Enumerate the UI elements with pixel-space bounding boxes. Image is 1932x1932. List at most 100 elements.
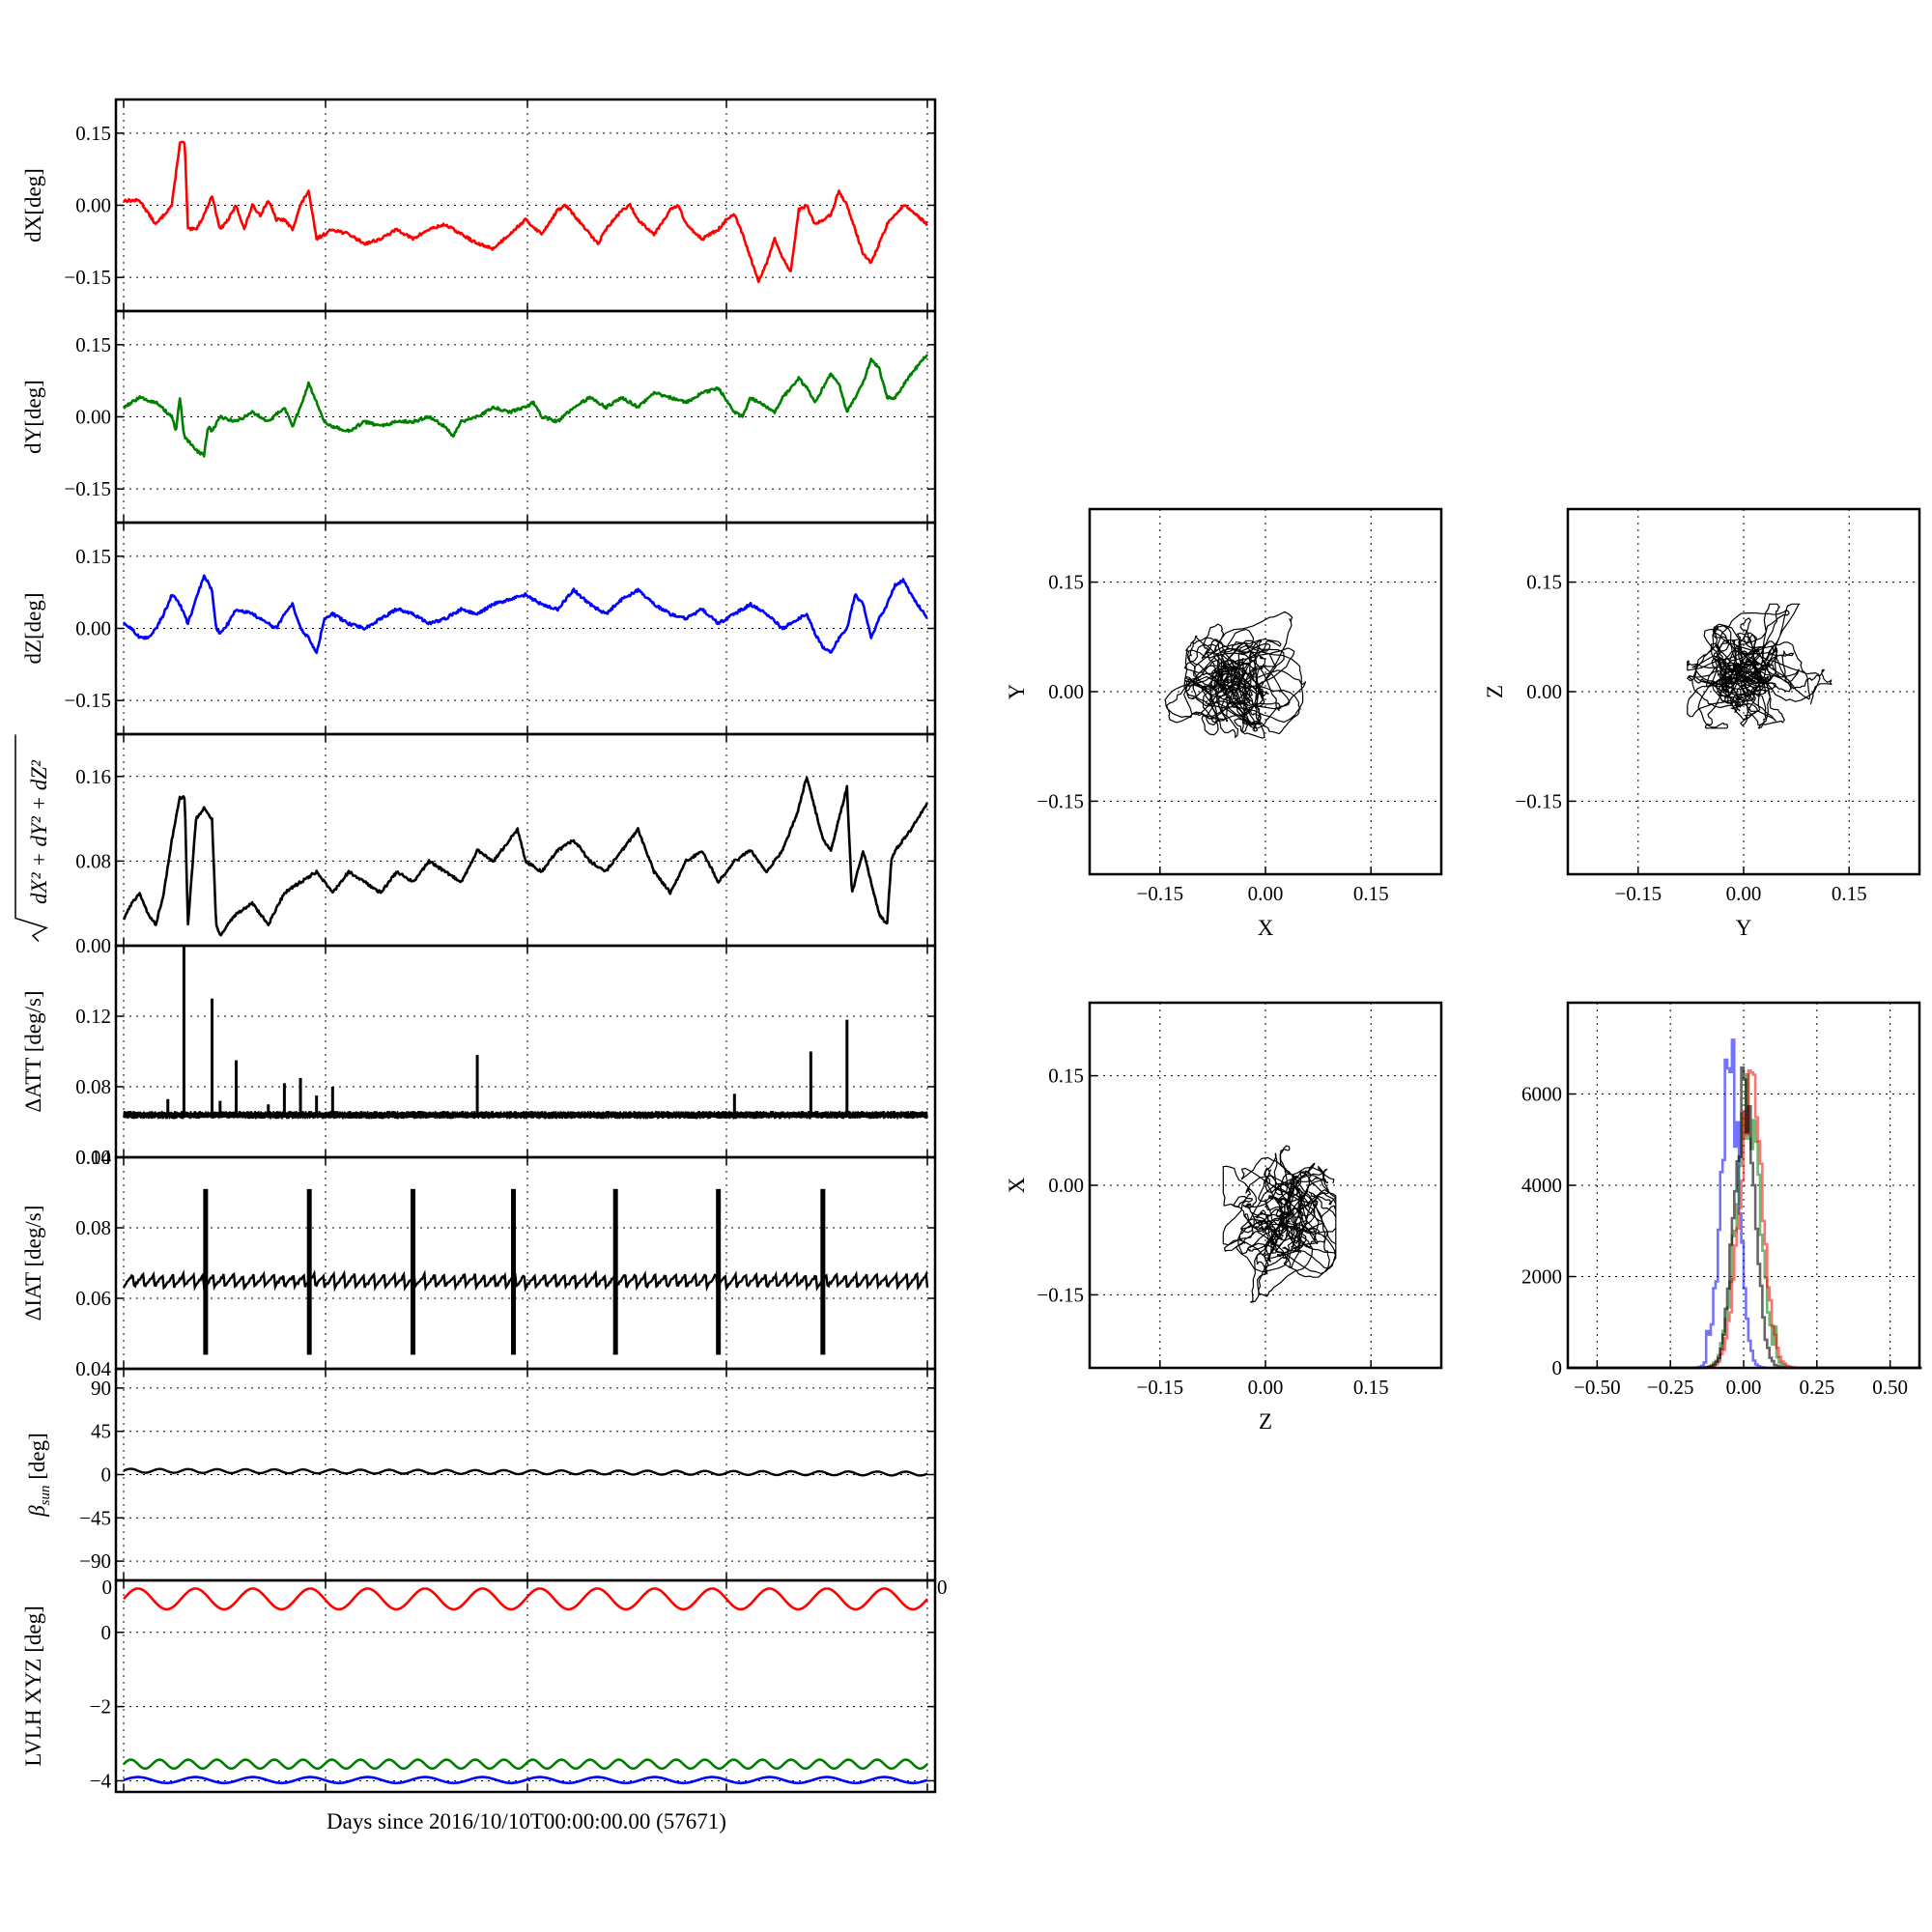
ylabel-dr: dX² + dY² + dZ² <box>14 734 51 943</box>
grid-dy <box>116 311 935 523</box>
ytick-label-dx-2: −0.15 <box>64 266 111 289</box>
ytick-label-hist-1: 2000 <box>1521 1265 1562 1289</box>
ylabel-zx: X <box>1005 1177 1029 1193</box>
lvlh-xtick-right: 0 <box>937 1576 948 1599</box>
xtick-label-hist-2: 0.00 <box>1726 1376 1762 1399</box>
frame-yz <box>1566 507 1921 876</box>
ytick-label-dr-1: 0.08 <box>75 849 111 872</box>
ytick-label-hist-3: 6000 <box>1521 1083 1562 1106</box>
ytick-label-diat-1: 0.08 <box>75 1216 111 1239</box>
ylabel-beta-unit: [deg] <box>25 1433 49 1485</box>
series-line-dy <box>122 354 929 458</box>
ylabel-diat: ΔIAT [deg/s] <box>21 1206 45 1321</box>
ytick-label-dy-0: 0.15 <box>75 333 111 356</box>
xtick-label-yz-1: 0.00 <box>1726 882 1762 905</box>
diat-spike-1 <box>306 1188 312 1355</box>
xtick-label-zx-0: −0.15 <box>1137 1376 1184 1399</box>
ytick-label-diat-2: 0.06 <box>75 1287 111 1310</box>
panels: 0.15 0.00 −0.15 dX[deg] 0.15 0.00 −0.15 dY[deg]… <box>14 98 1922 1794</box>
frame-diat <box>114 1155 937 1371</box>
series-line-beta <box>123 1467 928 1477</box>
ylabel-beta-symbol: β <box>25 1505 49 1518</box>
xtick-label-xy-2: 0.15 <box>1353 882 1389 905</box>
grid-diat <box>116 1156 935 1370</box>
xtick-label-hist-3: 0.25 <box>1799 1376 1834 1399</box>
frame-zx <box>1088 1001 1443 1370</box>
xtick-label-hist-4: 0.50 <box>1872 1376 1908 1399</box>
ytick-label-xy-0: −0.15 <box>1037 789 1084 812</box>
ytick-label-dr-0: 0.16 <box>75 765 111 788</box>
xtick-label-xy-0: −0.15 <box>1137 882 1184 905</box>
panel-lvlh: 0 −2 −4 LVLH XYZ [deg] 0 0 <box>21 1576 948 1794</box>
ytick-label-lvlh-1: −2 <box>90 1695 111 1719</box>
diat-spike-4 <box>612 1188 618 1355</box>
trajectory-xy <box>1164 611 1306 739</box>
xtick-label-zx-1: 0.00 <box>1248 1376 1284 1399</box>
ylabel-dx: dX[deg] <box>21 168 45 242</box>
trajectory-yz <box>1687 603 1833 729</box>
global-x-axis-label: Days since 2016/10/10T00:00:00.00 (57671… <box>327 1809 726 1833</box>
series-line-datt <box>123 1110 928 1120</box>
panel-dz: 0.15 0.00 −0.15 dZ[deg] <box>21 521 937 736</box>
ytick-label-dz-1: 0.00 <box>75 617 111 640</box>
ytick-label-datt-1: 0.08 <box>75 1075 111 1098</box>
ytick-label-xy-2: 0.15 <box>1048 571 1084 594</box>
ytick-label-dx-1: 0.00 <box>75 194 111 217</box>
panel-dx: 0.15 0.00 −0.15 dX[deg] <box>21 98 937 313</box>
grid-xy <box>1090 509 1441 874</box>
xlabel-xy: X <box>1258 916 1274 940</box>
panel-datt: 0.12 0.08 0.04 ΔATT [deg/s] <box>21 944 937 1169</box>
series-line-diat <box>122 1269 929 1293</box>
series-line-dx <box>123 140 929 284</box>
ytick-label-yz-2: 0.15 <box>1526 571 1562 594</box>
ytick-label-xy-1: 0.00 <box>1048 680 1084 703</box>
grid-hist <box>1568 1003 1919 1369</box>
ytick-label-zx-1: 0.00 <box>1048 1174 1084 1197</box>
ytick-label-dr-2: 0.00 <box>75 934 111 957</box>
series-line-dz <box>122 574 928 655</box>
panel-yz: −0.15 −0.15 0.00 0.00 0.15 0.15 Y Z <box>1483 507 1921 940</box>
ytick-label-lvlh-2: −4 <box>90 1769 112 1792</box>
frame-lvlh <box>114 1578 937 1794</box>
ytick-label-dx-0: 0.15 <box>75 122 111 145</box>
lvlh-series-2 <box>123 1776 928 1785</box>
xtick-label-xy-1: 0.00 <box>1248 882 1284 905</box>
hist-series-3 <box>1568 1065 1922 1370</box>
ytick-label-yz-0: −0.15 <box>1515 789 1562 812</box>
ylabel-beta: βsun [deg] <box>25 1433 53 1518</box>
grid-beta <box>116 1369 935 1580</box>
ytick-label-hist-2: 4000 <box>1521 1174 1562 1197</box>
grid-dx <box>116 99 935 311</box>
ytick-label-beta-4: −90 <box>79 1549 111 1573</box>
ytick-label-diat-0: 0.10 <box>75 1146 111 1169</box>
ylabel-beta-sub: sun <box>38 1485 53 1505</box>
grid-dz <box>116 523 935 734</box>
xtick-label-hist-0: −0.50 <box>1574 1376 1621 1399</box>
ylabel-datt: ΔATT [deg/s] <box>21 990 45 1112</box>
lvlh-series-0 <box>123 1587 928 1611</box>
ytick-label-datt-2: 0.04 <box>75 1146 111 1169</box>
lvlh-series-1 <box>123 1758 928 1771</box>
diat-spike-5 <box>716 1188 722 1355</box>
ylabel-lvlh: LVLH XYZ [deg] <box>21 1605 45 1767</box>
ytick-label-dy-2: −0.15 <box>64 477 111 500</box>
xtick-label-zx-2: 0.15 <box>1353 1376 1389 1399</box>
ytick-label-beta-2: 0 <box>101 1463 112 1487</box>
ylabel-yz: Z <box>1483 685 1507 698</box>
ytick-label-dz-2: −0.15 <box>64 689 111 712</box>
ytick-label-hist-0: 0 <box>1552 1356 1563 1379</box>
xlabel-zx: Z <box>1259 1409 1272 1434</box>
grid-lvlh <box>116 1580 935 1792</box>
ylabel-dy: dY[deg] <box>21 380 45 454</box>
frame-hist <box>1566 1001 1921 1370</box>
frame-xy <box>1088 507 1443 876</box>
panel-dr: 0.16 0.08 0.00 dX² + dY² + dZ² <box>14 732 937 957</box>
ytick-label-beta-3: −45 <box>79 1506 111 1529</box>
ytick-label-dy-1: 0.00 <box>75 406 111 429</box>
lvlh-xtick-left: 0 <box>102 1576 113 1599</box>
ylabel-xy: Y <box>1005 683 1029 699</box>
panel-hist: −0.50 −0.25 0.00 0.25 0.50 0 2000 4000 6000 <box>1521 1001 1922 1399</box>
diat-spike-3 <box>511 1188 517 1355</box>
ylabel-root-sign <box>14 734 48 943</box>
